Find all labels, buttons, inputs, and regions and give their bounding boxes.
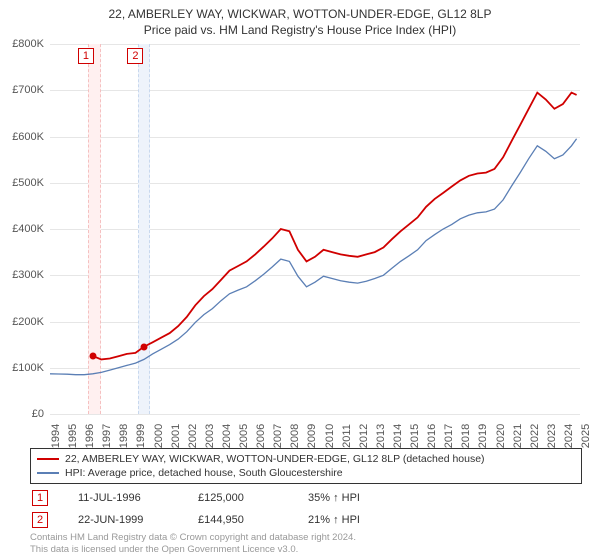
x-axis-label: 2018 [460,424,472,448]
y-axis-label: £600K [12,131,44,143]
chart-title-2: Price paid vs. HM Land Registry's House … [0,22,600,38]
chart-area: 12 £0£100K£200K£300K£400K£500K£600K£700K… [50,44,580,414]
x-axis-label: 1994 [50,424,62,448]
series-price_paid [93,93,576,360]
x-axis-label: 2015 [409,424,421,448]
sale-date: 11-JUL-1996 [78,492,168,504]
y-axis-label: £100K [12,362,44,374]
y-axis-label: £700K [12,84,44,96]
y-axis-label: £500K [12,177,44,189]
x-axis-label: 2000 [153,424,165,448]
x-axis-label: 2006 [255,424,267,448]
x-axis-label: 1997 [101,424,113,448]
x-axis-label: 2008 [289,424,301,448]
legend-swatch [37,458,59,460]
sale-hpi: 21% ↑ HPI [308,514,360,526]
x-axis-label: 2001 [170,424,182,448]
chart-marker-1: 1 [78,48,94,64]
x-axis-label: 2011 [341,424,353,448]
y-axis-label: £200K [12,316,44,328]
y-axis-label: £400K [12,223,44,235]
footer: Contains HM Land Registry data © Crown c… [30,532,582,556]
x-axis-label: 2003 [204,424,216,448]
x-axis-label: 2020 [495,424,507,448]
x-axis-label: 2010 [324,424,336,448]
x-axis-label: 2024 [563,424,575,448]
chart-marker-2: 2 [127,48,143,64]
sale-date: 22-JUN-1999 [78,514,168,526]
sale-point [90,353,97,360]
footer-line-1: Contains HM Land Registry data © Crown c… [30,532,582,544]
x-axis-label: 2019 [477,424,489,448]
sale-marker-1: 1 [32,490,48,506]
sale-price: £144,950 [198,514,278,526]
x-axis-label: 2004 [221,424,233,448]
x-axis-label: 1995 [67,424,79,448]
x-axis-label: 2021 [512,424,524,448]
legend: 22, AMBERLEY WAY, WICKWAR, WOTTON-UNDER-… [30,448,582,484]
x-axis-label: 2002 [187,424,199,448]
x-axis-label: 1999 [135,424,147,448]
sale-point [140,343,147,350]
y-axis-label: £0 [32,408,44,420]
x-axis-label: 2012 [358,424,370,448]
x-axis-label: 2005 [238,424,250,448]
legend-label: 22, AMBERLEY WAY, WICKWAR, WOTTON-UNDER-… [65,453,485,465]
x-axis-label: 2009 [306,424,318,448]
legend-item: 22, AMBERLEY WAY, WICKWAR, WOTTON-UNDER-… [37,452,575,466]
x-axis-label: 1996 [84,424,96,448]
sale-marker-2: 2 [32,512,48,528]
x-axis-label: 2025 [580,424,592,448]
legend-swatch [37,472,59,474]
x-axis-label: 2007 [272,424,284,448]
sale-row: 2 22-JUN-1999 £144,950 21% ↑ HPI [30,512,582,528]
x-axis-label: 2023 [546,424,558,448]
legend-item: HPI: Average price, detached house, Sout… [37,466,575,480]
x-axis-label: 2017 [443,424,455,448]
sale-row: 1 11-JUL-1996 £125,000 35% ↑ HPI [30,490,582,506]
gridline [50,414,580,415]
x-axis-label: 2022 [529,424,541,448]
sale-price: £125,000 [198,492,278,504]
x-axis-label: 1998 [118,424,130,448]
footer-line-2: This data is licensed under the Open Gov… [30,544,582,556]
sale-hpi: 35% ↑ HPI [308,492,360,504]
y-axis-label: £300K [12,269,44,281]
chart-title-1: 22, AMBERLEY WAY, WICKWAR, WOTTON-UNDER-… [0,6,600,22]
x-axis-label: 2013 [375,424,387,448]
legend-label: HPI: Average price, detached house, Sout… [65,467,343,479]
x-axis-label: 2016 [426,424,438,448]
y-axis-label: £800K [12,38,44,50]
x-axis-label: 2014 [392,424,404,448]
